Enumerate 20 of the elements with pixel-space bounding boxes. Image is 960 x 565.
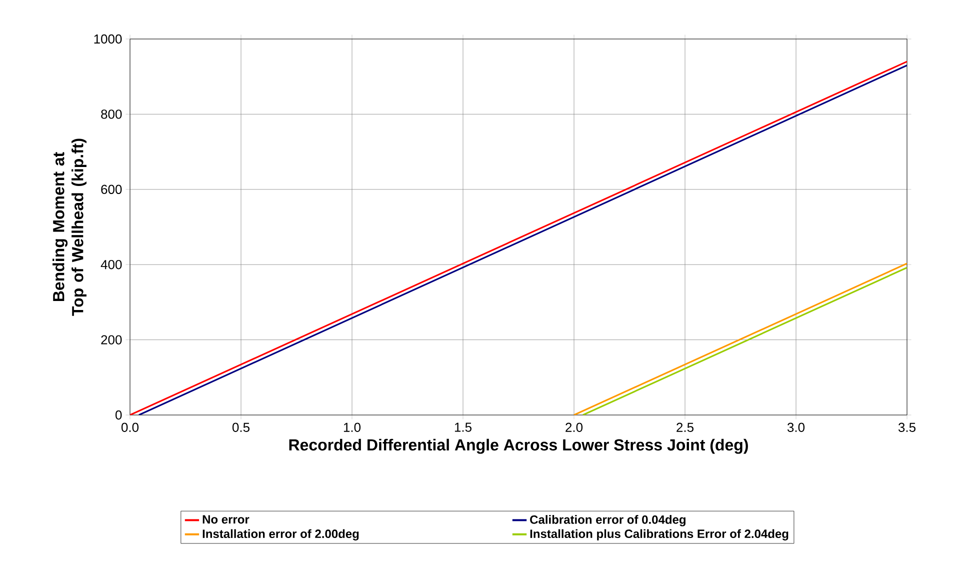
legend-label: Installation plus Calibrations Error of 2.04deg [530,529,788,540]
x-axis-title: Recorded Differential Angle Across Lower Stress Joint (deg) [289,438,748,454]
x-tick-label: 1.5 [454,422,472,432]
x-tick-label: 3.0 [787,422,805,432]
legend-label: No error [202,515,250,524]
x-tick-label: 2.0 [566,422,583,432]
y-tick-label: 600 [101,184,122,194]
y-tick-label: 1000 [94,34,122,44]
y-tick-label: 0 [116,410,122,420]
y-tick-label: 800 [101,110,122,119]
x-tick-label: 2.5 [676,422,694,432]
y-tick-label: 400 [100,260,122,270]
x-tick-label: 0.0 [121,422,139,432]
x-tick-label: 1.0 [344,422,361,432]
y-tick-label: 200 [101,335,122,344]
x-tick-label: 0.5 [232,422,250,432]
x-tick-label: 3.5 [898,422,916,432]
legend-label: Installation error of 2.00deg [202,529,359,540]
legend-label: Calibration error of 0.04deg [530,515,686,526]
y-axis-title: Bending Moment at Top of Wellhead (kip.ft) [52,138,86,316]
